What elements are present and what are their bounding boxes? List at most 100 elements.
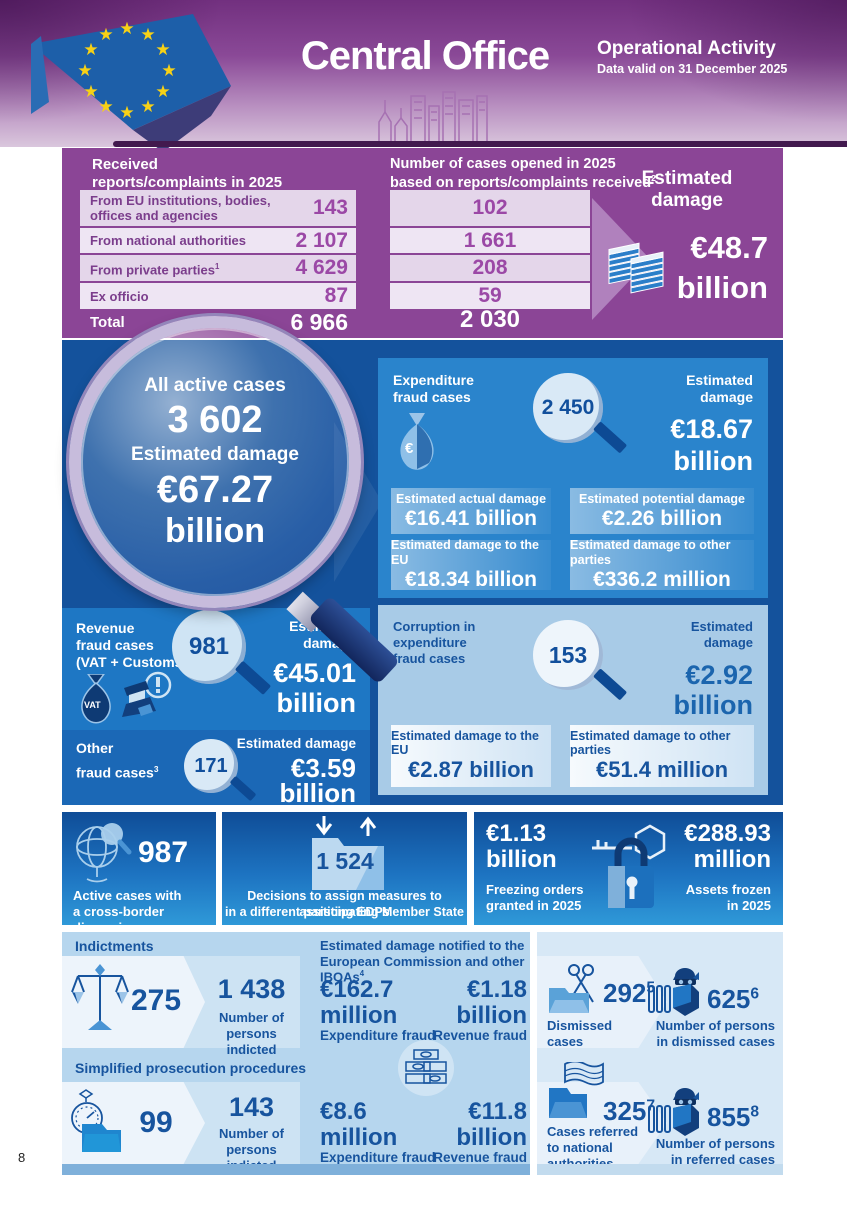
opened-value: 1 661 — [390, 228, 590, 253]
corruption-subbox-other: Estimated damage to other parties €51.4 … — [570, 725, 754, 787]
corruption-damage-value: €2.92 — [685, 660, 753, 690]
indictments-arrow-band — [62, 956, 205, 1048]
crossborder-box: 987 Active cases with a cross-border dim… — [62, 812, 216, 935]
svg-text:★: ★ — [161, 61, 176, 81]
all-active-cases-text: All active cases 3 602 Estimated damage … — [81, 328, 349, 550]
svg-text:★: ★ — [140, 97, 155, 117]
other-damage-unit: billion — [279, 778, 356, 808]
page-title: Central Office — [300, 34, 550, 78]
revenue-title2: fraud cases — [76, 637, 154, 653]
other-count-magnifier: 171 — [184, 739, 238, 793]
simplified-exp-value: €8.6 — [320, 1098, 367, 1125]
received-row: Ex officio 87 — [80, 283, 356, 309]
dismissed-label2: cases — [547, 1034, 584, 1049]
simplified-exp-unit: million — [320, 1124, 398, 1151]
indictments-persons: 1 438 — [217, 974, 286, 1004]
simplified-rev-label: Revenue fraud — [433, 1150, 527, 1165]
reports-section: Received reports/complaints in 2025 From… — [62, 148, 783, 338]
other-damage-value: €3.59 — [290, 753, 356, 783]
corruption-count-magnifier: 153 — [533, 620, 603, 690]
person-dismissed-icon — [648, 968, 699, 1016]
page-number: 8 — [18, 1150, 26, 1165]
total-damage-unit: billion — [676, 270, 768, 305]
freezing-value: €1.13 — [486, 820, 547, 847]
received-row: From EU institutions, bodies, offices and… — [80, 190, 356, 226]
edp-label1: Decisions to assign measures to assistin… — [247, 889, 442, 919]
expenditure-subbox-eu: Estimated damage to the EU €18.34 billio… — [391, 538, 551, 591]
left-panel-bottom-strip — [62, 1164, 530, 1175]
freezing-label2: granted in 2025 — [486, 898, 582, 913]
money-bag-icon — [400, 413, 434, 470]
active-damage-value: €67.27 — [156, 469, 274, 511]
opened-title-line2: based on reports/complaints received2 — [390, 173, 656, 191]
revenue-damage-unit: billion — [276, 688, 356, 718]
eu-flag-icon: ★ ★★ ★★★ ★★★ ★★★ — [31, 14, 231, 152]
freezing-unit: billion — [486, 846, 557, 873]
svg-text:★: ★ — [98, 97, 113, 117]
svg-text:★: ★ — [98, 25, 113, 45]
other-fraud-panel: Other fraud cases3 171 Estimated damage … — [62, 730, 370, 808]
prosecution-panel: Indictments 275 1 438 Number of persons … — [62, 932, 530, 1175]
corruption-title2: expenditure — [393, 635, 467, 650]
expenditure-panel: Expenditure fraud cases € 2 450 Estimate… — [378, 358, 768, 598]
simplified-header: Simplified prosecution procedures — [75, 1060, 307, 1076]
expenditure-damage-label1: Estimated — [686, 372, 753, 388]
corruption-damage-label2: damage — [703, 635, 753, 650]
active-damage-label: Estimated damage — [131, 444, 299, 465]
freezing-assets-box: €1.13 billion Freezing orders granted in… — [474, 812, 783, 925]
total-damage-label: Estimated damage — [641, 168, 733, 211]
padlock-key-icon — [592, 824, 666, 908]
received-title-line2: reports/complaints in 2025 — [92, 174, 283, 191]
referred-label2: to national — [547, 1140, 613, 1155]
assets-unit: million — [693, 846, 771, 873]
other-damage-label: Estimated damage — [236, 736, 356, 751]
svg-text:★: ★ — [119, 19, 134, 39]
corruption-panel: Corruption in expenditure fraud cases 15… — [378, 605, 768, 795]
money-stack-icon — [608, 242, 664, 294]
expenditure-count: 2 450 — [541, 396, 595, 419]
revenue-title3: (VAT + Customs) — [76, 654, 188, 670]
city-skyline-icon — [375, 91, 497, 144]
received-total-row: Total 6 966 — [80, 308, 356, 336]
dismissed-count: 2925 — [603, 978, 656, 1008]
vat-bag-label: VAT — [84, 700, 101, 710]
expenditure-damage-value: €18.67 — [670, 414, 753, 444]
simplified-exp-label: Expenditure fraud — [320, 1150, 436, 1165]
all-active-cases-magnifier: All active cases 3 602 Estimated damage … — [69, 316, 361, 608]
edp-label2: in a different participating Member Stat… — [225, 905, 464, 919]
notified-header1: Estimated damage notified to the — [320, 938, 525, 953]
notified-header2: European Commission and other IBOAs4 — [320, 954, 525, 985]
notified-rev-unit: billion — [456, 1002, 527, 1029]
referred-persons: 8558 — [707, 1102, 760, 1132]
total-label: Total — [90, 313, 125, 331]
expenditure-title2: fraud cases — [393, 389, 471, 405]
smuggler-icon — [122, 671, 172, 717]
received-row: From private parties1 4 629 — [80, 255, 356, 281]
corruption-subbox-eu: Estimated damage to the EU €2.87 billion — [391, 725, 551, 787]
row-value: 4 629 — [295, 256, 348, 279]
referred-label1: Cases referred — [547, 1124, 639, 1139]
money-outline-icon — [405, 1049, 447, 1084]
total-value: 6 966 — [290, 308, 348, 335]
simplified-count: 99 — [139, 1106, 173, 1139]
edp-decisions-box: 1 524 Decisions to assign measures to as… — [222, 812, 467, 925]
crossborder-count: 987 — [138, 836, 189, 869]
active-label: All active cases — [144, 375, 286, 396]
svg-text:★: ★ — [83, 40, 98, 60]
header-validity: Data valid on 31 December 2025 — [597, 62, 788, 76]
notified-rev-value: €1.18 — [466, 976, 527, 1003]
dismissed-referred-panel: 2925 Dismissed cases 6256 Number of pers… — [537, 932, 783, 1175]
simplified-persons: 143 — [228, 1092, 275, 1122]
referred-persons-label2: in referred cases — [670, 1152, 775, 1167]
expenditure-subbox-potential: Estimated potential damage €2.26 billion — [570, 488, 754, 534]
header-banner: ★ ★ ★ ★ ★ ★ ★ ★ ★ ★ ★ ★ Central Office Operation… — [0, 0, 847, 152]
expenditure-subbox-other: Estimated damage to other parties €336.2… — [570, 538, 754, 591]
corruption-damage-unit: billion — [673, 690, 753, 720]
corruption-count: 153 — [548, 641, 588, 668]
notified-exp-unit: million — [320, 1002, 398, 1029]
edp-count: 1 524 — [316, 848, 374, 874]
opened-value: 208 — [390, 255, 590, 281]
svg-text:★: ★ — [155, 82, 170, 102]
expenditure-damage-label2: damage — [700, 389, 753, 405]
